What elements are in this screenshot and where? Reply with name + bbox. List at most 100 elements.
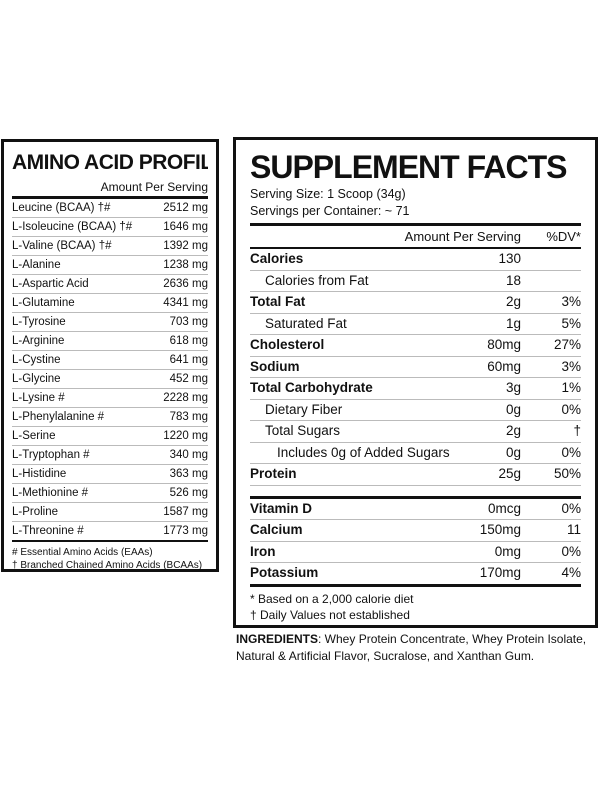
amino-row: L-Cystine 641 mg <box>12 351 208 370</box>
amino-amount: 641 mg <box>169 354 208 366</box>
nutrient-dv: 3% <box>561 358 581 374</box>
nutrient-amount: 1g <box>505 315 521 331</box>
nutrient-amount: 18 <box>505 272 521 288</box>
footnote-bcaa: † Branched Chained Amino Acids (BCAAs) <box>12 560 203 571</box>
amino-column-header: Amount Per Serving <box>12 176 208 199</box>
amino-amount: 363 mg <box>169 468 208 480</box>
amino-acid-profile-panel: AMINO ACID PROFILE Amount Per Serving Le… <box>1 139 219 572</box>
nutrient-dv: 3% <box>561 294 581 309</box>
nutrient-dv: 27% <box>553 337 581 352</box>
nutrient-row: Total Sugars 2g † <box>250 421 581 443</box>
amino-name: L-Alanine <box>12 259 61 271</box>
amino-row: L-Methionine # 526 mg <box>12 484 208 503</box>
nutrient-amount: 80mg <box>487 337 521 352</box>
nutrient-name: Includes 0g of Added Sugars <box>277 444 450 460</box>
nutrient-name: Cholesterol <box>250 337 325 352</box>
amino-row: L-Proline 1587 mg <box>12 503 208 522</box>
nutrient-name: Total Sugars <box>265 423 341 438</box>
amino-amount: 2228 mg <box>163 392 208 404</box>
amino-title: AMINO ACID PROFILE <box>12 151 208 174</box>
serving-size: Serving Size: 1 Scoop (34g) <box>250 187 406 201</box>
mineral-amount: 150mg <box>479 522 521 537</box>
nutrient-row: Sodium 60mg 3% <box>250 357 581 378</box>
amino-amount: 703 mg <box>169 316 208 328</box>
amino-amount: 1646 mg <box>163 221 208 233</box>
amino-row: L-Histidine 363 mg <box>12 465 208 484</box>
amino-row: L-Glycine 452 mg <box>12 370 208 389</box>
amino-row: L-Tyrosine 703 mg <box>12 313 208 332</box>
mineral-name: Vitamin D <box>250 500 313 516</box>
nutrient-dv <box>521 271 581 292</box>
amino-name: Leucine (BCAA) †# <box>12 202 111 214</box>
amino-row: L-Arginine 618 mg <box>12 332 208 351</box>
nutrient-amount: 2g <box>505 423 521 438</box>
nutrient-dv: 1% <box>561 380 581 395</box>
mineral-row: Potassium 170mg 4% <box>250 563 581 587</box>
nutrient-dv: 0% <box>561 444 581 460</box>
amino-amount: 1587 mg <box>163 506 208 518</box>
nutrient-row: Dietary Fiber 0g 0% <box>250 400 581 421</box>
mineral-amount: 0mcg <box>487 500 521 516</box>
nutrient-table: Calories 130 Calories from Fat 18 Total Fat 2… <box>250 249 581 486</box>
amino-amount: 1220 mg <box>163 430 208 442</box>
amino-name: L-Aspartic Acid <box>12 278 89 290</box>
nutrient-row: Cholesterol 80mg 27% <box>250 335 581 357</box>
amino-footnotes: # Essential Amino Acids (EAAs) † Branche… <box>12 546 208 572</box>
amino-amount: 618 mg <box>169 335 208 347</box>
amino-row: L-Isoleucine (BCAA) †# 1646 mg <box>12 218 208 237</box>
amino-name: L-Isoleucine (BCAA) †# <box>12 221 133 233</box>
ingredients-label: INGREDIENTS <box>236 632 319 646</box>
amino-name: L-Phenylalanine # <box>12 411 105 423</box>
footnote-eaa: # Essential Amino Acids (EAAs) <box>12 547 153 558</box>
amino-amount: 783 mg <box>169 411 208 423</box>
nutrient-dv: 0% <box>561 401 581 417</box>
nutrient-name: Total Carbohydrate <box>250 380 373 395</box>
amino-name: L-Threonine # <box>12 525 84 537</box>
amino-row: L-Aspartic Acid 2636 mg <box>12 275 208 294</box>
nutrient-name: Saturated Fat <box>265 315 347 331</box>
nutrient-amount: 130 <box>498 251 521 266</box>
servings-per-container: Servings per Container: ~ 71 <box>250 204 410 218</box>
nutrient-amount: 25g <box>498 466 521 481</box>
nutrient-row: Total Carbohydrate 3g 1% <box>250 378 581 400</box>
nutrient-dv: † <box>573 423 581 438</box>
nutrient-dv <box>521 249 581 270</box>
mineral-dv: 0% <box>561 500 581 516</box>
amino-row: L-Tryptophan # 340 mg <box>12 446 208 465</box>
mineral-table: Vitamin D 0mcg 0% Calcium 150mg 11 Iron 0mg 0% Po… <box>250 499 581 587</box>
amino-row: L-Phenylalanine # 783 mg <box>12 408 208 427</box>
amino-amount: 1238 mg <box>163 259 208 271</box>
mineral-dv: 0% <box>561 543 581 559</box>
mineral-name: Calcium <box>250 522 303 537</box>
amino-amount: 2512 mg <box>163 202 208 214</box>
amino-row: L-Serine 1220 mg <box>12 427 208 446</box>
supplement-facts-panel: SUPPLEMENT FACTS Serving Size: 1 Scoop (… <box>233 137 598 628</box>
ingredients: INGREDIENTS: Whey Protein Concentrate, W… <box>236 631 598 665</box>
amino-row: L-Valine (BCAA) †# 1392 mg <box>12 237 208 256</box>
amino-name: L-Methionine # <box>12 487 89 499</box>
nutrient-row: Protein 25g 50% <box>250 464 581 486</box>
nutrient-name: Calories from Fat <box>265 272 369 288</box>
amino-table: Leucine (BCAA) †# 2512 mg L-Isoleucine (BC… <box>12 199 208 542</box>
amino-amount: 526 mg <box>169 487 208 499</box>
footnote-dv-not-established: † Daily Values not established <box>250 607 410 622</box>
nutrient-amount: 0g <box>505 401 521 417</box>
mineral-row: Vitamin D 0mcg 0% <box>250 499 581 520</box>
amino-name: L-Arginine <box>12 335 65 347</box>
nutrient-row: Saturated Fat 1g 5% <box>250 314 581 335</box>
nutrient-amount: 3g <box>505 380 521 395</box>
amino-row: L-Lysine # 2228 mg <box>12 389 208 408</box>
nutrient-amount: 60mg <box>487 358 521 374</box>
mineral-amount: 0mg <box>494 543 521 559</box>
supplement-title: SUPPLEMENT FACTS <box>250 149 567 185</box>
amino-name: L-Glycine <box>12 373 61 385</box>
amino-name: L-Tryptophan # <box>12 449 90 461</box>
nutrient-amount: 2g <box>505 294 521 309</box>
nutrient-row: Includes 0g of Added Sugars 0g 0% <box>250 443 581 464</box>
amino-name: L-Glutamine <box>12 297 75 309</box>
mineral-row: Iron 0mg 0% <box>250 542 581 563</box>
nutrient-dv: 5% <box>561 315 581 331</box>
ingredients-text: : Whey Protein Concentrate, Whey Protein… <box>236 632 587 663</box>
amino-name: L-Tyrosine <box>12 316 66 328</box>
nutrient-name: Calories <box>250 251 304 266</box>
